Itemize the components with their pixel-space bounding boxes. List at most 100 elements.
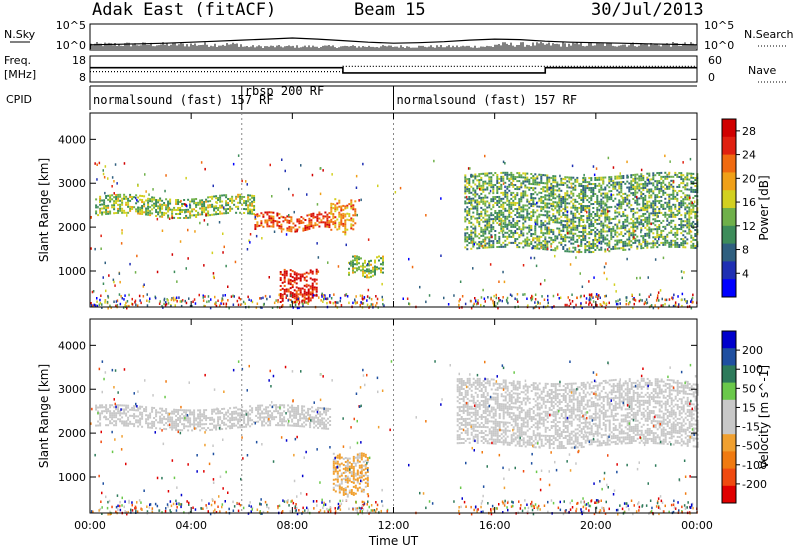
data-cell (588, 189, 591, 192)
data-cell (518, 236, 521, 239)
data-cell (620, 185, 623, 188)
data-cell (568, 224, 571, 227)
data-cell (612, 185, 615, 188)
data-cell (203, 201, 206, 203)
data-cell (574, 240, 577, 243)
data-cell (516, 293, 519, 296)
data-cell (618, 193, 621, 196)
data-cell (476, 175, 479, 178)
data-cell (111, 412, 114, 415)
data-cell (193, 425, 196, 428)
data-cell (534, 293, 537, 296)
data-cell (496, 176, 499, 178)
data-cell (638, 187, 641, 190)
data-cell (498, 245, 501, 248)
data-cell (540, 201, 543, 204)
data-cell (656, 234, 659, 237)
data-cell (562, 200, 565, 202)
data-cell (614, 233, 617, 236)
data-cell (512, 203, 515, 206)
data-cell (256, 225, 259, 228)
data-cell (534, 211, 537, 214)
data-cell (528, 238, 531, 241)
data-cell (350, 201, 353, 204)
data-cell (624, 192, 627, 195)
data-cell (534, 225, 537, 228)
data-cell (566, 206, 569, 209)
data-cell (340, 205, 343, 208)
data-cell (607, 248, 609, 251)
data-cell (205, 198, 208, 201)
data-cell (266, 221, 269, 224)
data-cell (676, 199, 679, 202)
data-cell (334, 216, 337, 219)
data-cell (478, 225, 481, 228)
data-cell (299, 287, 302, 290)
data-cell (670, 183, 673, 186)
data-cell (298, 303, 300, 306)
data-cell (235, 412, 238, 415)
data-cell (566, 222, 569, 225)
data-cell (119, 199, 122, 202)
data-cell (464, 302, 467, 306)
data-cell (311, 292, 314, 295)
data-cell (105, 406, 108, 409)
data-cell (590, 215, 593, 218)
data-cell (484, 300, 486, 303)
data-cell (301, 293, 304, 296)
data-cell (526, 236, 529, 239)
data-cell (354, 263, 356, 266)
data-cell (544, 190, 547, 193)
data-cell (482, 200, 485, 203)
data-cell (246, 183, 248, 186)
data-cell (474, 177, 477, 180)
data-cell (199, 423, 202, 426)
data-cell (686, 226, 689, 229)
data-cell (608, 210, 611, 213)
data-cell (536, 209, 539, 212)
data-cell (574, 204, 577, 207)
data-cell (125, 301, 127, 305)
data-cell (576, 238, 579, 241)
data-cell (121, 420, 124, 423)
data-cell (502, 182, 505, 185)
data-cell (510, 211, 513, 214)
data-cell (280, 223, 283, 226)
data-cell (272, 211, 275, 214)
data-cell (249, 409, 252, 412)
data-cell (532, 177, 535, 180)
data-cell (173, 420, 176, 423)
data-cell (610, 238, 613, 241)
data-cell (303, 292, 306, 295)
data-cell (502, 222, 505, 225)
data-cell (293, 279, 296, 282)
data-cell (686, 174, 689, 177)
data-cell (574, 212, 577, 215)
data-cell (310, 219, 313, 222)
data-cell (470, 299, 472, 303)
data-cell (482, 188, 485, 191)
data-cell (550, 228, 553, 231)
data-cell (598, 204, 601, 207)
data-cell (692, 190, 695, 193)
data-cell (588, 249, 591, 252)
data-cell (202, 294, 204, 297)
data-cell (495, 305, 497, 308)
data-cell (178, 296, 180, 299)
data-cell (109, 406, 112, 409)
data-cell (121, 412, 124, 415)
data-cell (570, 226, 573, 229)
data-cell (662, 175, 665, 178)
data-cell (279, 285, 282, 287)
data-cell (153, 198, 156, 201)
data-cell (560, 215, 563, 218)
data-cell (253, 209, 256, 211)
data-cell (181, 209, 184, 211)
data-cell (173, 410, 176, 413)
data-cell (334, 301, 336, 304)
data-cell (112, 278, 115, 282)
data-cell (322, 217, 325, 220)
data-cell (488, 222, 491, 225)
data-cell (478, 185, 481, 188)
data-cell (125, 422, 128, 425)
